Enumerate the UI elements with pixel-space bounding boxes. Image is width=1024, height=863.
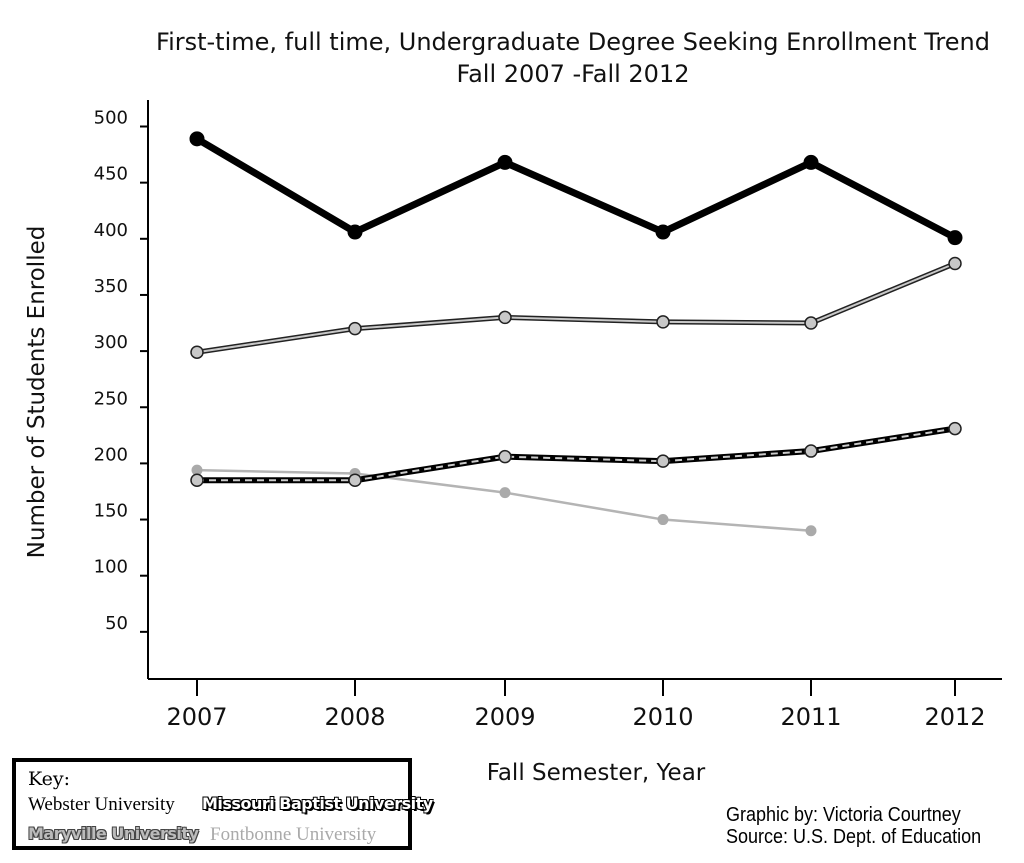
y-tick-label: 50 — [105, 613, 128, 634]
data-point-webster — [803, 154, 819, 170]
chart-subtitle: Fall 2007 -Fall 2012 — [457, 60, 690, 88]
y-tick-label: 250 — [94, 388, 128, 409]
x-axis-label: Fall Semester, Year — [487, 760, 706, 786]
series-line-maryville — [196, 262, 956, 354]
series-maryville — [190, 256, 962, 359]
series-line-maryville — [196, 261, 956, 355]
data-point-fontbonne — [805, 525, 817, 537]
data-point-webster — [947, 230, 963, 246]
data-point-maryville — [948, 256, 962, 271]
series-fontbonne — [191, 464, 817, 537]
legend-title: Key: — [28, 768, 71, 790]
legend-item-missouri-baptist: Missouri Baptist University — [202, 794, 433, 813]
series-line-missouri-baptist — [197, 427, 956, 482]
legend-item-webster: Webster University — [28, 794, 175, 815]
data-point-webster — [497, 154, 513, 170]
x-axis-ticks: 2007 2008 2009 2010 2011 2012 — [166, 679, 986, 731]
x-tick-label: 2009 — [474, 703, 535, 731]
data-point-webster — [189, 131, 205, 147]
x-tick-label: 2011 — [780, 703, 841, 731]
data-point-missouri-baptist — [804, 444, 818, 458]
data-point-maryville — [498, 310, 512, 325]
data-point-maryville — [804, 316, 818, 330]
series-line-webster — [195, 135, 957, 241]
x-tick-label: 2010 — [632, 703, 693, 731]
x-tick-label: 2012 — [924, 703, 985, 731]
legend-item-fontbonne: Fontbonne University — [210, 824, 377, 845]
y-tick-label: 300 — [94, 332, 128, 353]
data-point-missouri-baptist — [190, 473, 204, 487]
data-point-maryville — [190, 345, 204, 359]
y-axis-ticks: 50 100 150 200 250 300 350 400 450 500 — [94, 108, 148, 634]
series-missouri-baptist — [190, 421, 962, 487]
y-tick-label: 450 — [94, 164, 128, 185]
data-point-missouri-baptist — [348, 473, 362, 487]
credit-source: Source: U.S. Dept. of Education — [726, 826, 982, 848]
y-tick-label: 150 — [94, 501, 128, 522]
data-point-missouri-baptist — [656, 454, 670, 468]
data-point-missouri-baptist — [498, 449, 512, 464]
y-tick-label: 350 — [94, 276, 128, 297]
data-point-fontbonne — [499, 487, 511, 499]
x-tick-label: 2007 — [166, 703, 227, 731]
y-tick-label: 500 — [94, 108, 128, 129]
data-point-maryville — [348, 321, 362, 336]
y-tick-label: 400 — [94, 220, 128, 241]
credit-author: Graphic by: Victoria Courtney — [726, 804, 961, 826]
data-point-webster — [347, 224, 363, 240]
series-webster — [189, 131, 963, 246]
data-point-maryville — [656, 315, 670, 329]
y-axis-label: Number of Students Enrolled — [24, 226, 50, 559]
data-point-webster — [655, 224, 671, 240]
x-tick-label: 2008 — [324, 703, 385, 731]
legend-item-maryville: Maryville University — [28, 824, 199, 843]
chart-title: First-time, full time, Undergraduate Deg… — [156, 28, 990, 56]
legend-box: Key: Webster University Missouri Baptist… — [12, 758, 433, 850]
y-tick-label: 100 — [94, 557, 128, 578]
data-point-fontbonne — [657, 514, 669, 526]
data-point-missouri-baptist — [948, 421, 962, 436]
y-tick-label: 200 — [94, 444, 128, 465]
series-layer — [189, 131, 963, 537]
